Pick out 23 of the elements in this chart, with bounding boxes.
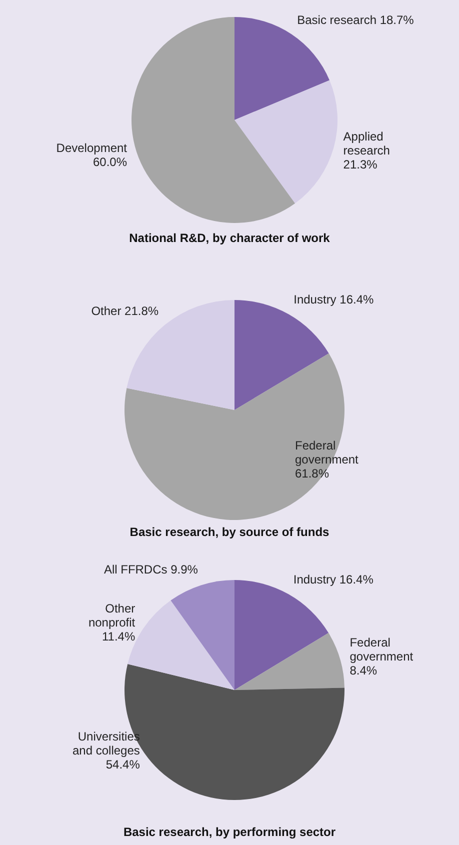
data-label: 11.4% [102,630,136,644]
slice-label: Industry 16.4% [294,292,374,307]
text: Basic research, by performing sector [122,825,337,839]
data-label: 54.4% [106,758,140,772]
slice-label: Industry 16.4% [293,572,374,586]
slice-label: Other nonprofit [88,602,136,630]
slice-label: Development [56,140,128,155]
data-label: 8.4% [350,664,378,678]
pie-slice [234,17,330,120]
slice-label: Other 21.8% [91,304,159,318]
pie-slice [234,632,344,690]
slice-label: All FFRDCs 9.9% [104,562,198,577]
data-label: 60.0% [93,154,128,169]
text: National R&D, by character of work [128,231,331,245]
pie-slice [234,80,338,204]
pie-slice [132,17,296,223]
data-label: 21.3% [343,158,378,172]
slice-label: Federal government [350,636,414,664]
pie-slice [126,300,234,410]
slice-label: Applied research [343,130,390,158]
slice-label: Basic research 18.7% [297,12,414,27]
text: Basic research, by source of funds [128,525,330,539]
pie-slice [170,580,234,690]
